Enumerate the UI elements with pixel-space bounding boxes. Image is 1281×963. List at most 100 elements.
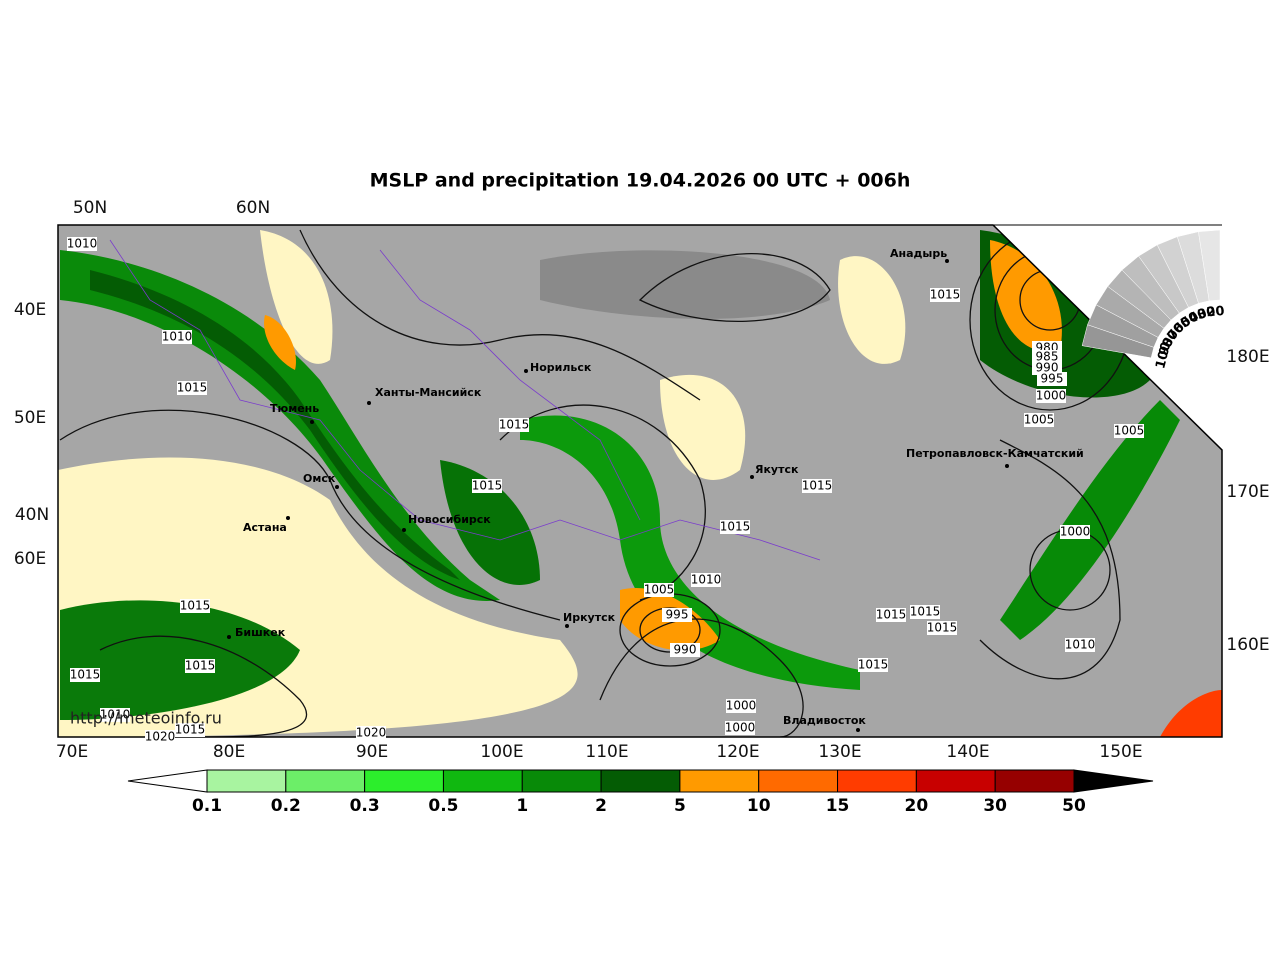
isobar-label: 1015 xyxy=(472,479,503,493)
isobar-label-bg xyxy=(145,730,175,744)
isobar-label-bg xyxy=(175,723,205,737)
colorbar-box xyxy=(285,769,366,793)
isobar-label-bg xyxy=(725,721,755,735)
grid-label: 90E xyxy=(356,742,388,762)
colorbar-label: 50 xyxy=(1062,796,1086,816)
isobar-label-bg xyxy=(1032,361,1062,375)
isobar-label-bg xyxy=(910,605,940,619)
grid-label: 40N xyxy=(15,505,49,525)
isobar-label-bg xyxy=(802,479,832,493)
isobar-label: 1015 xyxy=(720,520,751,534)
isobar-label: 1010 xyxy=(162,330,193,344)
isobar-label: 1015 xyxy=(876,608,907,622)
city-label: Новосибирск xyxy=(408,513,491,526)
grid-label: 180E xyxy=(1226,347,1269,367)
isobar-label-bg xyxy=(162,330,192,344)
borders xyxy=(109,239,821,561)
isobar-label-bg xyxy=(927,621,957,635)
isobar-label: 1015 xyxy=(175,723,206,737)
city-dot xyxy=(524,369,528,373)
grid-label: 130E xyxy=(818,742,861,762)
isobar-label: 1015 xyxy=(185,659,216,673)
cloud-scale-label: 90 xyxy=(1156,336,1177,359)
city-label: Астана xyxy=(243,521,287,534)
precip-band xyxy=(520,415,860,690)
isobar-label: 1005 xyxy=(1114,424,1145,438)
isobar-label: 1015 xyxy=(180,599,211,613)
isobar-label: 1010 xyxy=(691,573,722,587)
isobar-label-bg xyxy=(185,659,215,673)
isobar-label-bg xyxy=(70,668,100,682)
isobar-label-bg xyxy=(472,479,502,493)
city-label: Ханты-Мансийск xyxy=(375,386,482,399)
isobar-label-bg xyxy=(499,418,529,432)
isobar-label-bg xyxy=(670,643,700,657)
colorbar-box xyxy=(600,769,681,793)
city-dot xyxy=(565,624,569,628)
grid-label: 100E xyxy=(480,742,523,762)
precip-core xyxy=(1160,690,1222,737)
isobar-label: 1005 xyxy=(1024,413,1055,427)
clear-area xyxy=(660,374,746,480)
colorbar-label: 0.2 xyxy=(271,796,301,816)
grid-label: 50N xyxy=(73,198,107,218)
city-dot xyxy=(286,516,290,520)
precip-core xyxy=(990,240,1062,352)
isobar-label-bg xyxy=(180,599,210,613)
grid-label: 170E xyxy=(1226,482,1269,502)
colorbar-label: 2 xyxy=(595,796,607,816)
isobar-label: 1015 xyxy=(927,621,958,635)
grid-label: 160E xyxy=(1226,635,1269,655)
isobar-label-bg xyxy=(1060,525,1090,539)
precip-band xyxy=(1000,400,1180,640)
isobars xyxy=(59,229,1131,737)
map-field xyxy=(58,225,1222,737)
city-dot xyxy=(310,420,314,424)
colorbar-label: 5 xyxy=(674,796,686,816)
isobar-label: 1015 xyxy=(858,658,889,672)
isobar-label: 1000 xyxy=(726,699,757,713)
isobar-label: 1020 xyxy=(145,730,176,744)
map-frame xyxy=(57,224,1223,738)
colorbar-box xyxy=(206,769,287,793)
isobar-label-bg xyxy=(1024,413,1054,427)
isobar-label-bg xyxy=(100,708,130,722)
isobar-label: 985 xyxy=(1036,350,1059,364)
colorbar-label: 1 xyxy=(516,796,528,816)
precip-core xyxy=(264,315,296,370)
city-dot xyxy=(227,635,231,639)
colorbar-box xyxy=(679,769,760,793)
city-dot xyxy=(856,728,860,732)
city-dot xyxy=(335,485,339,489)
isobar-label-bg xyxy=(1036,389,1066,403)
colorbar-box xyxy=(364,769,444,793)
map-title: MSLP and precipitation 19.04.2026 00 UTC… xyxy=(370,170,911,192)
cloud-scale-label: 40 xyxy=(1187,306,1209,327)
isobar-label-bg xyxy=(67,237,97,251)
colorbar-box xyxy=(758,769,839,793)
grid-label: 120E xyxy=(716,742,759,762)
precip-band xyxy=(60,250,500,601)
grid-label: 60N xyxy=(236,198,270,218)
isobar-label-bg xyxy=(1065,638,1095,652)
colorbar-label: 30 xyxy=(983,796,1007,816)
isobar-label-bg xyxy=(726,699,756,713)
isobar-label: 1015 xyxy=(70,668,101,682)
grid-label: 60E xyxy=(14,549,46,569)
city-label: Омск xyxy=(303,472,336,485)
isobar-label: 1000 xyxy=(725,721,756,735)
clear-area xyxy=(260,230,333,364)
city-dot xyxy=(945,259,949,263)
isobar-label: 995 xyxy=(1041,372,1064,386)
precip-area xyxy=(60,600,300,720)
isobar-label-bg xyxy=(691,573,721,587)
isobar-label: 1020 xyxy=(356,726,387,740)
isobar-label-bg xyxy=(644,583,674,597)
city-label: Анадырь xyxy=(890,247,947,260)
isobar-label-bg xyxy=(177,381,207,395)
colorbar-low-arrow xyxy=(127,769,208,793)
grid-label: 50E xyxy=(14,408,46,428)
grid-label: 40E xyxy=(14,300,46,320)
